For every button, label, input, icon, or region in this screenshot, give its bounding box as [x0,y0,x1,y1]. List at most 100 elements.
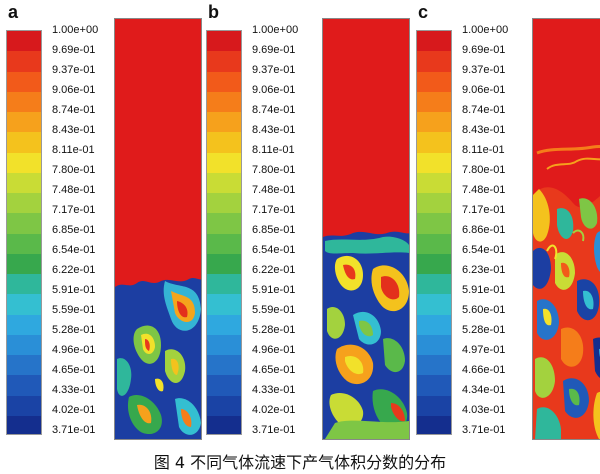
colorbar-tick-label: 5.91e-01 [252,284,296,296]
colorbar-tick-label: 3.71e-01 [52,424,96,436]
colorbar [6,30,42,435]
panel-label: c [418,2,429,22]
colorbar-band [417,274,451,295]
colorbar-band [7,112,41,133]
panel-label: a [8,2,19,22]
colorbar-band [7,395,41,416]
colorbar-tick-label: 5.28e-01 [462,324,506,336]
colorbar-band [7,294,41,315]
colorbar-tick-label: 7.48e-01 [252,184,296,196]
colorbar-tick-label: 4.02e-01 [52,404,96,416]
colorbar-band [7,91,41,112]
colorbar-tick-label: 3.71e-01 [462,424,506,436]
colorbar-tick-label: 4.66e-01 [462,364,506,376]
colorbar-tick-label: 5.59e-01 [52,304,96,316]
colorbar-tick-label: 1.00e+00 [252,24,299,36]
colorbar-tick-label: 4.96e-01 [52,344,96,356]
colorbar-tick-label: 6.22e-01 [52,264,96,276]
panel-label: b [208,2,219,22]
gas-fraction-contour-a [114,18,202,440]
colorbar-tick-label: 6.54e-01 [252,244,296,256]
colorbar-band [417,395,451,416]
colorbar-band [7,193,41,214]
panel-c: c 1.00e+00 9.69e-01 9.37e-01 9.06e-01 8.74e-… [416,0,600,440]
colorbar-tick-label: 9.06e-01 [462,84,506,96]
colorbar-tick-label: 6.54e-01 [52,244,96,256]
colorbar-ticks: 1.00e+00 9.69e-01 9.37e-01 9.06e-01 8.74e-01… [252,24,312,438]
colorbar-tick-label: 8.11e-01 [252,144,295,156]
colorbar-band [417,172,451,193]
colorbar-band [7,51,41,72]
panel-b: b 1.00e+00 9.69e-01 9.37e-01 9.06e-01 8.74e-… [206,0,410,440]
colorbar [206,30,242,435]
colorbar-band [7,233,41,254]
colorbar-band [7,132,41,153]
colorbar-ticks: 1.00e+00 9.69e-01 9.37e-01 9.06e-01 8.74e-01… [462,24,522,438]
colorbar-band [417,314,451,335]
colorbar-tick-label: 5.28e-01 [252,324,296,336]
colorbar-tick-label: 8.43e-01 [252,124,296,136]
colorbar-tick-label: 9.06e-01 [52,84,96,96]
colorbar-tick-label: 6.23e-01 [462,264,506,276]
colorbar-tick-label: 8.43e-01 [52,124,96,136]
colorbar-tick-label: 8.11e-01 [462,144,505,156]
colorbar-tick-label: 9.69e-01 [252,44,296,56]
colorbar-band [7,375,41,396]
colorbar-band [417,71,451,92]
colorbar-band [207,51,241,72]
colorbar-tick-label: 7.48e-01 [52,184,96,196]
colorbar-band [417,51,451,72]
colorbar-ticks: 1.00e+00 9.69e-01 9.37e-01 9.06e-01 8.74e-01… [52,24,112,438]
panel-a: a 1.00e+00 9.69e-01 9.37e-01 9.06e-01 8.74e-… [6,0,202,440]
figure-caption: 图 4 不同气体流速下产气体积分数的分布 [153,453,447,472]
colorbar-tick-label: 5.91e-01 [462,284,506,296]
colorbar-tick-label: 5.91e-01 [52,284,96,296]
colorbar-tick-label: 7.17e-01 [252,204,296,216]
colorbar-band [417,132,451,153]
colorbar-tick-label: 4.33e-01 [252,384,296,396]
colorbar-band [417,193,451,214]
colorbar-band [417,334,451,355]
colorbar-band [207,31,241,52]
colorbar-band [417,253,451,274]
colorbar-band [207,193,241,214]
colorbar-band [7,71,41,92]
colorbar-tick-label: 7.80e-01 [462,164,506,176]
colorbar-band [207,152,241,173]
colorbar-band [417,355,451,376]
colorbar-band [417,375,451,396]
colorbar-tick-label: 9.37e-01 [462,64,506,76]
colorbar-tick-label: 9.69e-01 [462,44,506,56]
colorbar-band [7,334,41,355]
colorbar-tick-label: 8.43e-01 [462,124,506,136]
colorbar-tick-label: 4.65e-01 [252,364,296,376]
gas-fraction-contour-b [322,18,410,440]
colorbar-band [207,253,241,274]
colorbar-band [7,314,41,335]
colorbar-tick-label: 4.02e-01 [252,404,296,416]
colorbar-band [7,152,41,173]
colorbar-band [7,415,41,434]
colorbar-band [207,172,241,193]
colorbar-band [7,355,41,376]
colorbar-tick-label: 8.74e-01 [52,104,96,116]
colorbar-tick-label: 9.06e-01 [252,84,296,96]
colorbar-band [417,91,451,112]
colorbar-band [207,213,241,234]
colorbar-band [207,233,241,254]
colorbar-tick-label: 5.59e-01 [252,304,296,316]
colorbar-band [7,31,41,52]
colorbar-band [7,274,41,295]
colorbar-band [7,172,41,193]
colorbar-band [417,415,451,434]
colorbar-band [207,314,241,335]
colorbar-tick-label: 8.11e-01 [52,144,95,156]
colorbar-tick-label: 1.00e+00 [52,24,99,36]
colorbar-tick-label: 4.97e-01 [462,344,506,356]
colorbar-tick-label: 5.28e-01 [52,324,96,336]
colorbar-tick-label: 4.34e-01 [462,384,506,396]
gas-fraction-contour-c [532,18,600,440]
colorbar-tick-label: 6.22e-01 [252,264,296,276]
colorbar-band [417,294,451,315]
colorbar-band [207,395,241,416]
